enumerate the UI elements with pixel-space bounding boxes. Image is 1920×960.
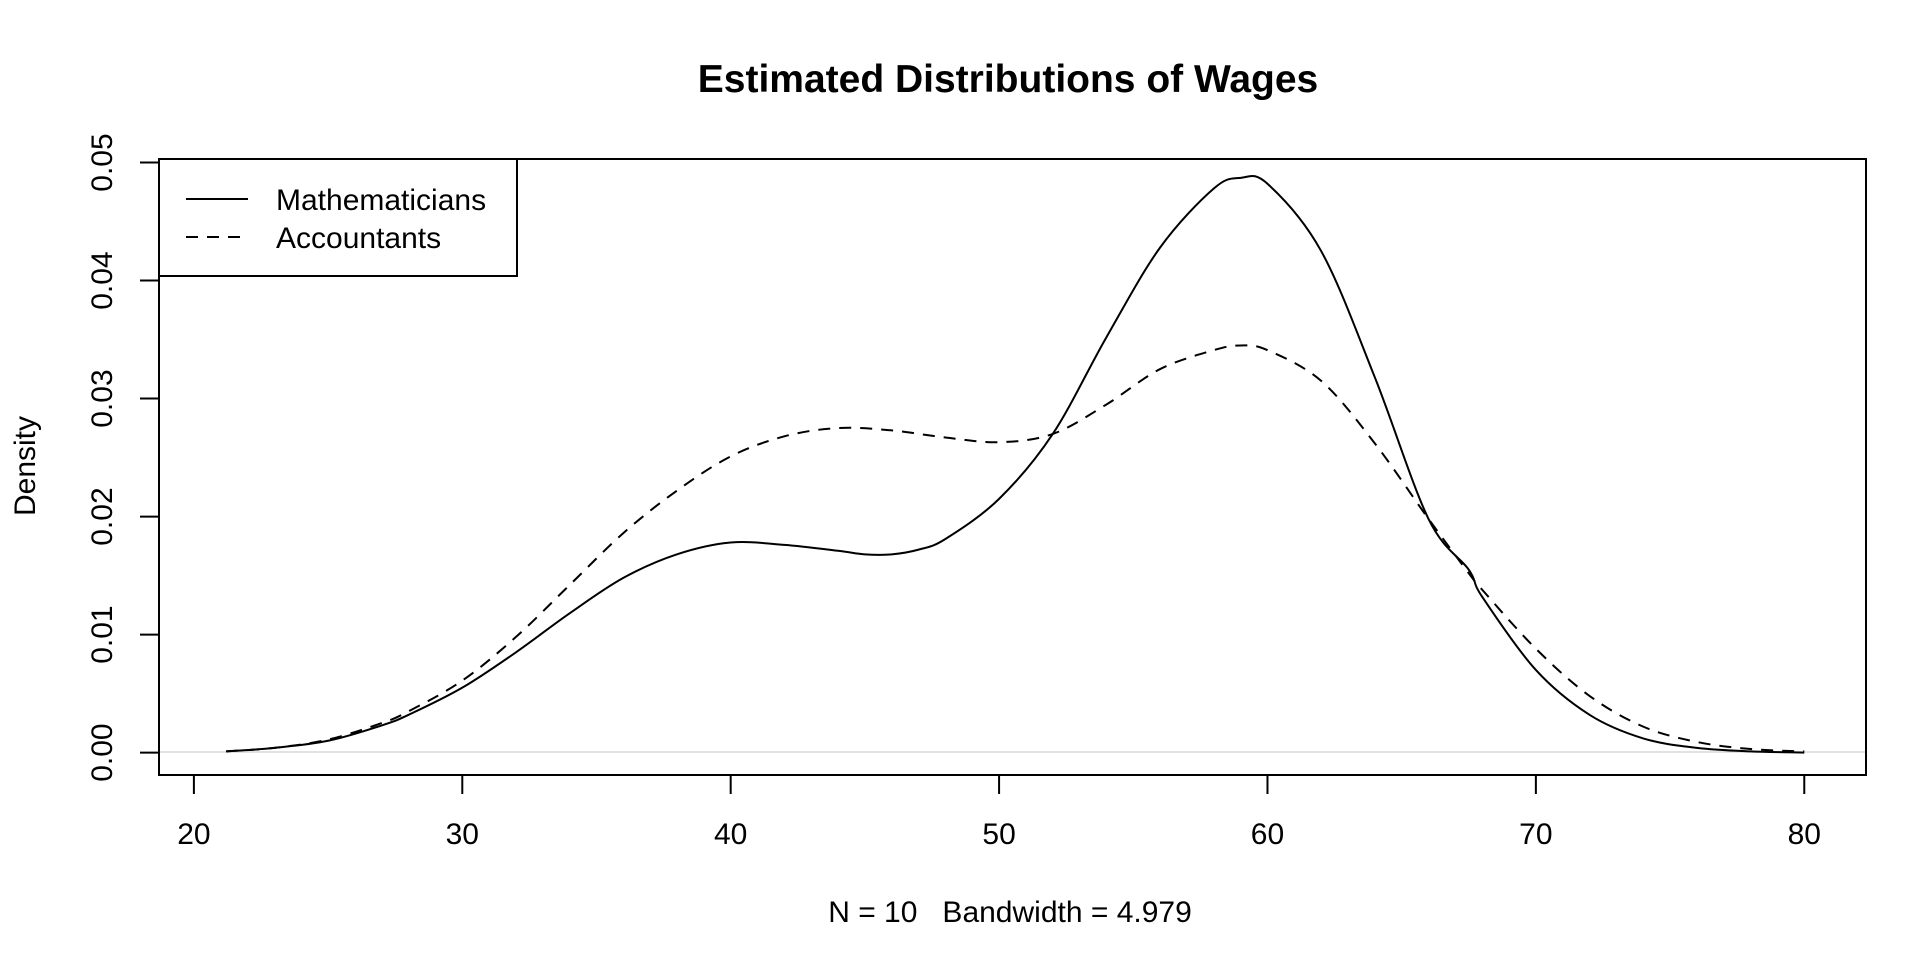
series-line-mathematicians xyxy=(226,174,1805,754)
x-tick-label: 80 xyxy=(1788,818,1821,851)
y-tick-label: 0.05 xyxy=(86,133,119,191)
series-layer xyxy=(226,174,1805,754)
y-tick-label: 0.03 xyxy=(86,369,119,427)
x-axis-ticks: 20 30 40 50 60 70 80 xyxy=(177,775,1821,851)
x-tick-label: 70 xyxy=(1519,818,1552,851)
x-tick-label: 50 xyxy=(982,818,1015,851)
y-tick-label: 0.01 xyxy=(86,605,119,663)
x-tick-label: 30 xyxy=(446,818,479,851)
legend: Mathematicians Accountants xyxy=(158,158,518,277)
series-line-accountants xyxy=(226,344,1805,753)
chart-title: Estimated Distributions of Wages xyxy=(698,58,1318,101)
y-tick-label: 0.00 xyxy=(86,723,119,781)
y-tick-label: 0.04 xyxy=(86,251,119,309)
y-axis-ticks: 0.00 0.01 0.02 0.03 0.04 0.05 xyxy=(86,133,159,782)
x-tick-label: 20 xyxy=(177,818,210,851)
x-axis-label: N = 10 Bandwidth = 4.979 xyxy=(828,896,1192,929)
legend-box xyxy=(158,158,518,277)
y-tick-label: 0.02 xyxy=(86,487,119,545)
x-axis: 20 30 40 50 60 70 80 xyxy=(177,774,1821,851)
y-axis: 0.00 0.01 0.02 0.03 0.04 0.05 xyxy=(86,133,160,782)
legend-label-accountants: Accountants xyxy=(276,222,441,255)
x-tick-label: 40 xyxy=(714,818,747,851)
legend-label-mathematicians: Mathematicians xyxy=(276,184,486,217)
y-axis-label: Density xyxy=(9,416,42,516)
x-tick-label: 60 xyxy=(1251,818,1284,851)
